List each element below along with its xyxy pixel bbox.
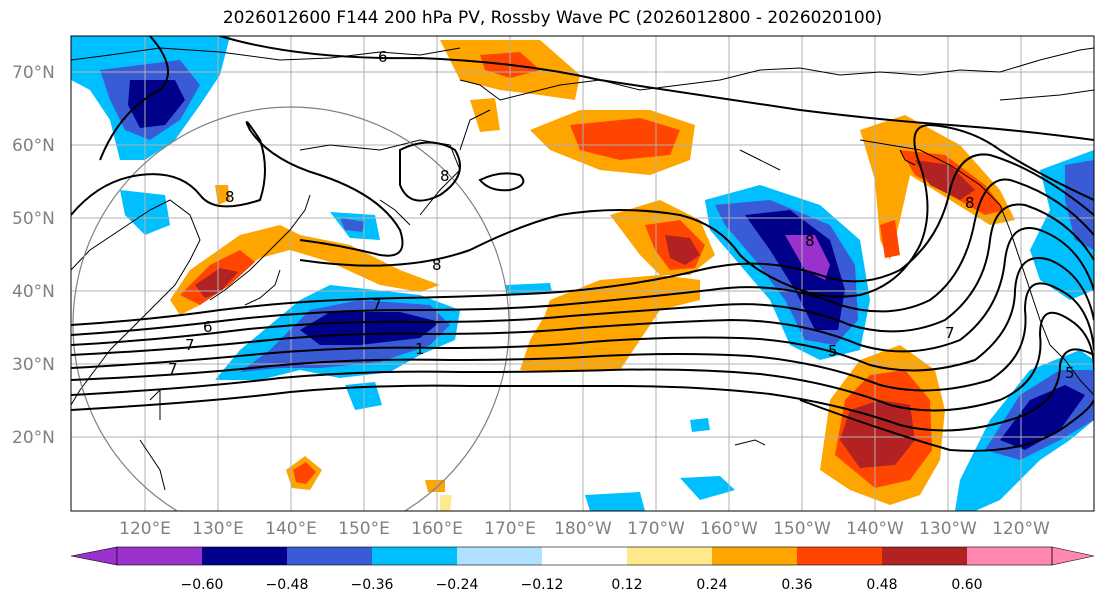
lat-label: 20°N xyxy=(12,428,55,448)
latitude-labels: 70°N 60°N 50°N 40°N 30°N 20°N xyxy=(12,63,55,448)
lon-label: 170°E xyxy=(484,519,536,539)
colorbar-bin xyxy=(287,547,372,565)
colorbar-bin xyxy=(457,547,542,565)
contour-label: 5 xyxy=(1065,364,1075,382)
colorbar-tick-label: 0.24 xyxy=(696,577,727,593)
colorbar-bin xyxy=(967,547,1052,565)
colorbar-bin xyxy=(117,547,202,565)
lon-label: 140°W xyxy=(846,519,904,539)
colorbar-tick-label: −0.48 xyxy=(266,577,309,593)
colorbar-bin xyxy=(712,547,797,565)
colorbar xyxy=(70,546,1095,566)
colorbar-bin xyxy=(882,547,967,565)
lon-label: 170°W xyxy=(627,519,685,539)
colorbar-tick-label: 0.48 xyxy=(866,577,897,593)
contour-label: 6 xyxy=(203,318,213,336)
lon-label: 130°E xyxy=(192,519,244,539)
colorbar-bin xyxy=(797,547,882,565)
lon-label: 120°E xyxy=(119,519,171,539)
colorbar-tick-label: 0.12 xyxy=(611,577,642,593)
lon-label: 140°E xyxy=(265,519,317,539)
contour-label: 8 xyxy=(432,256,442,274)
colorbar-tick-label: −0.24 xyxy=(436,577,479,593)
pv-contours xyxy=(71,36,1094,452)
colorbar-tick-label: −0.60 xyxy=(181,577,224,593)
contour-label: 7 xyxy=(372,296,382,314)
contour-label: 7 xyxy=(945,324,955,342)
contour-labels: 6 8 8 7 8 5 1 7 6 7 5 7 8 8 xyxy=(168,48,1075,382)
colorbar-bin xyxy=(372,547,457,565)
lat-label: 60°N xyxy=(12,136,55,156)
lat-label: 40°N xyxy=(12,282,55,302)
contour-label: 5 xyxy=(828,342,838,360)
map-title: 2026012600 F144 200 hPa PV, Rossby Wave … xyxy=(222,8,883,28)
contour-label: 8 xyxy=(965,194,975,212)
colorbar-bin xyxy=(202,547,287,565)
lon-label: 150°E xyxy=(338,519,390,539)
colorbar-extend-max xyxy=(1051,546,1095,566)
colorbar-bin xyxy=(542,547,627,565)
contour-label: 7 xyxy=(168,360,178,378)
lat-label: 50°N xyxy=(12,209,55,229)
lon-label: 180°W xyxy=(554,519,612,539)
contour-label: 8 xyxy=(440,167,450,185)
colorbar-tick-label: −0.36 xyxy=(351,577,394,593)
lon-label: 130°W xyxy=(919,519,977,539)
lat-label: 70°N xyxy=(12,63,55,83)
graticule xyxy=(71,36,1094,511)
contour-label: 8 xyxy=(805,232,815,250)
negative-anomaly-shading xyxy=(71,36,1094,511)
lon-label: 160°W xyxy=(700,519,758,539)
colorbar-tick-label: −0.12 xyxy=(521,577,564,593)
lon-label: 160°E xyxy=(411,519,463,539)
lon-label: 150°W xyxy=(773,519,831,539)
colorbar-tick-label: 0.36 xyxy=(781,577,812,593)
longitude-labels: 120°E 130°E 140°E 150°E 160°E 170°E 180°… xyxy=(119,519,1050,539)
colorbar-frame xyxy=(116,546,1053,566)
colorbar-tick-label: 0.60 xyxy=(951,577,982,593)
contour-label: 6 xyxy=(378,48,388,66)
lon-label: 120°W xyxy=(992,519,1050,539)
contour-label: 8 xyxy=(225,188,235,206)
contour-label: 1 xyxy=(415,340,425,358)
colorbar-tick-labels: −0.60 −0.48 −0.36 −0.24 −0.12 0.12 0.24 … xyxy=(181,577,983,593)
colorbar-extend-min xyxy=(70,546,118,566)
contour-label: 7 xyxy=(185,336,195,354)
plot-frame xyxy=(70,35,1095,512)
positive-anomaly-shading xyxy=(170,40,1015,511)
lat-label: 30°N xyxy=(12,355,55,375)
colorbar-bin xyxy=(627,547,712,565)
